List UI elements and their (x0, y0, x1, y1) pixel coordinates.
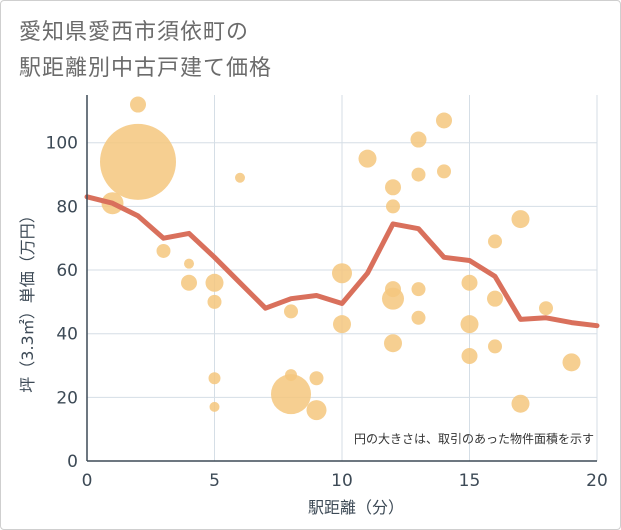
y-tick-label: 60 (56, 261, 78, 281)
bubble-point (358, 149, 377, 168)
bubble-series (100, 96, 581, 421)
bubble-point (156, 243, 171, 258)
y-tick-label: 100 (46, 134, 78, 154)
bubble-point (511, 394, 530, 413)
y-tick-label: 0 (67, 452, 78, 472)
bubble-point (235, 172, 245, 183)
y-axis-label: 坪（3.3㎡）単価（万円） (18, 207, 37, 392)
bubble-point (306, 400, 327, 421)
title-line-1: 愛知県愛西市須依町の (19, 20, 250, 45)
x-tick-label: 5 (209, 471, 220, 491)
bubble-point (209, 401, 220, 412)
bubble-point (384, 334, 402, 353)
bubble-point (436, 112, 452, 129)
bubble-point (488, 234, 502, 249)
bubble-point (562, 353, 581, 372)
bubble-point (539, 301, 553, 316)
y-tick-label: 20 (56, 388, 78, 408)
y-tick-label: 40 (56, 325, 78, 345)
bubble-point (411, 167, 426, 182)
bubble-point (130, 96, 146, 113)
bubble-point (181, 274, 197, 291)
bubble-point (271, 374, 311, 415)
bubble-point (100, 123, 176, 200)
bubble-point (309, 371, 324, 386)
bubble-point (487, 290, 503, 307)
bubble-point (460, 315, 479, 334)
y-tick-label: 80 (56, 197, 78, 217)
bubble-point (284, 304, 298, 319)
bubble-point (332, 263, 352, 284)
size-annotation: 円の大きさは、取引のあった物件面積を示す (354, 431, 594, 446)
x-tick-label: 10 (331, 471, 353, 491)
bubble-point (411, 310, 426, 325)
bubble-point (461, 274, 478, 291)
bubble-point (488, 339, 502, 354)
bubble-point (437, 164, 451, 179)
bubble-point (333, 315, 351, 334)
bubble-point (184, 258, 194, 269)
bubble-point (385, 179, 401, 196)
tick-labels: 0 5 10 15 20 0 20 40 60 80 100 (46, 134, 608, 491)
bubble-point (386, 199, 400, 214)
bubble-point (382, 287, 404, 310)
bubble-point (411, 282, 426, 297)
bubble-point (207, 294, 222, 309)
bubble-point (205, 273, 224, 292)
x-tick-label: 20 (586, 471, 608, 491)
bubble-point (410, 131, 427, 148)
title-line-2: 駅距離別中古戸建て価格 (19, 56, 273, 81)
bubble-point (208, 372, 221, 385)
x-axis-label: 駅距離（分） (308, 498, 404, 517)
x-tick-label: 0 (82, 471, 93, 491)
bubble-point (461, 347, 478, 364)
bubble-point (511, 210, 530, 229)
axes (86, 95, 597, 462)
x-tick-label: 15 (459, 471, 481, 491)
chart-title: 愛知県愛西市須依町の 駅距離別中古戸建て価格 (19, 15, 272, 87)
trend-line (84, 194, 600, 329)
